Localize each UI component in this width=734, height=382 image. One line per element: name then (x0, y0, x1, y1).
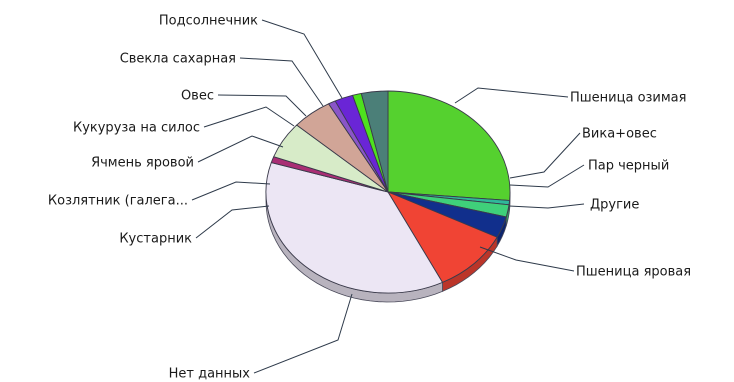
slice-11-label: Свекла сахарная (120, 52, 236, 67)
slice-4-label: Пшеница яровая (576, 265, 691, 280)
slice-11-leader-line (239, 57, 324, 107)
leader-line-layer (191, 19, 585, 374)
slice-5-leader-line (253, 293, 353, 374)
slice-7-label: Козлятник (галега... (48, 194, 188, 209)
slice-5 (265, 162, 443, 294)
pie-slice-layer (265, 90, 511, 294)
slice-4 (387, 191, 498, 283)
slice-6-leader-line (195, 205, 270, 239)
slice-0-label: Пшеница озимая (570, 91, 686, 106)
slice-10-label: Овес (181, 89, 214, 104)
slice-9-leader-line (203, 106, 295, 128)
slice-12-label: Подсолнечник (159, 14, 258, 29)
slice-0-leader-line (454, 87, 569, 104)
slice-5-label: Нет данных (169, 367, 251, 382)
slice-8-label: Ячмень яровой (91, 156, 194, 171)
slice-3-leader-line (508, 203, 585, 209)
slice-8-leader-line (197, 135, 284, 163)
slice-12 (360, 90, 389, 193)
slice-1-label: Вика+овес (582, 127, 657, 142)
slice-2-leader-line (509, 164, 585, 188)
slice-3-label: Другие (590, 198, 639, 213)
slice-label-layer: Пшеница озимая Вика+овес Пар черный Другие П… (48, 14, 691, 382)
slice-6-label: Кустарник (119, 232, 192, 247)
slice-9-label: Кукуруза на силос (73, 121, 200, 136)
slice-0 (387, 90, 511, 201)
slice-1-leader-line (509, 132, 581, 179)
slice-10-leader-line (217, 94, 307, 117)
slice-4-leader-line (479, 246, 575, 272)
slice-2-label: Пар черный (588, 159, 669, 174)
slice-12-leader-line (261, 19, 343, 99)
slice-7-leader-line (191, 181, 271, 201)
